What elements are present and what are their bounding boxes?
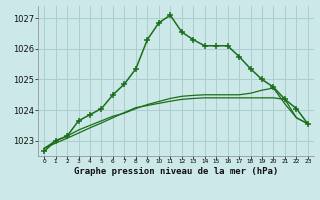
X-axis label: Graphe pression niveau de la mer (hPa): Graphe pression niveau de la mer (hPa) bbox=[74, 167, 278, 176]
